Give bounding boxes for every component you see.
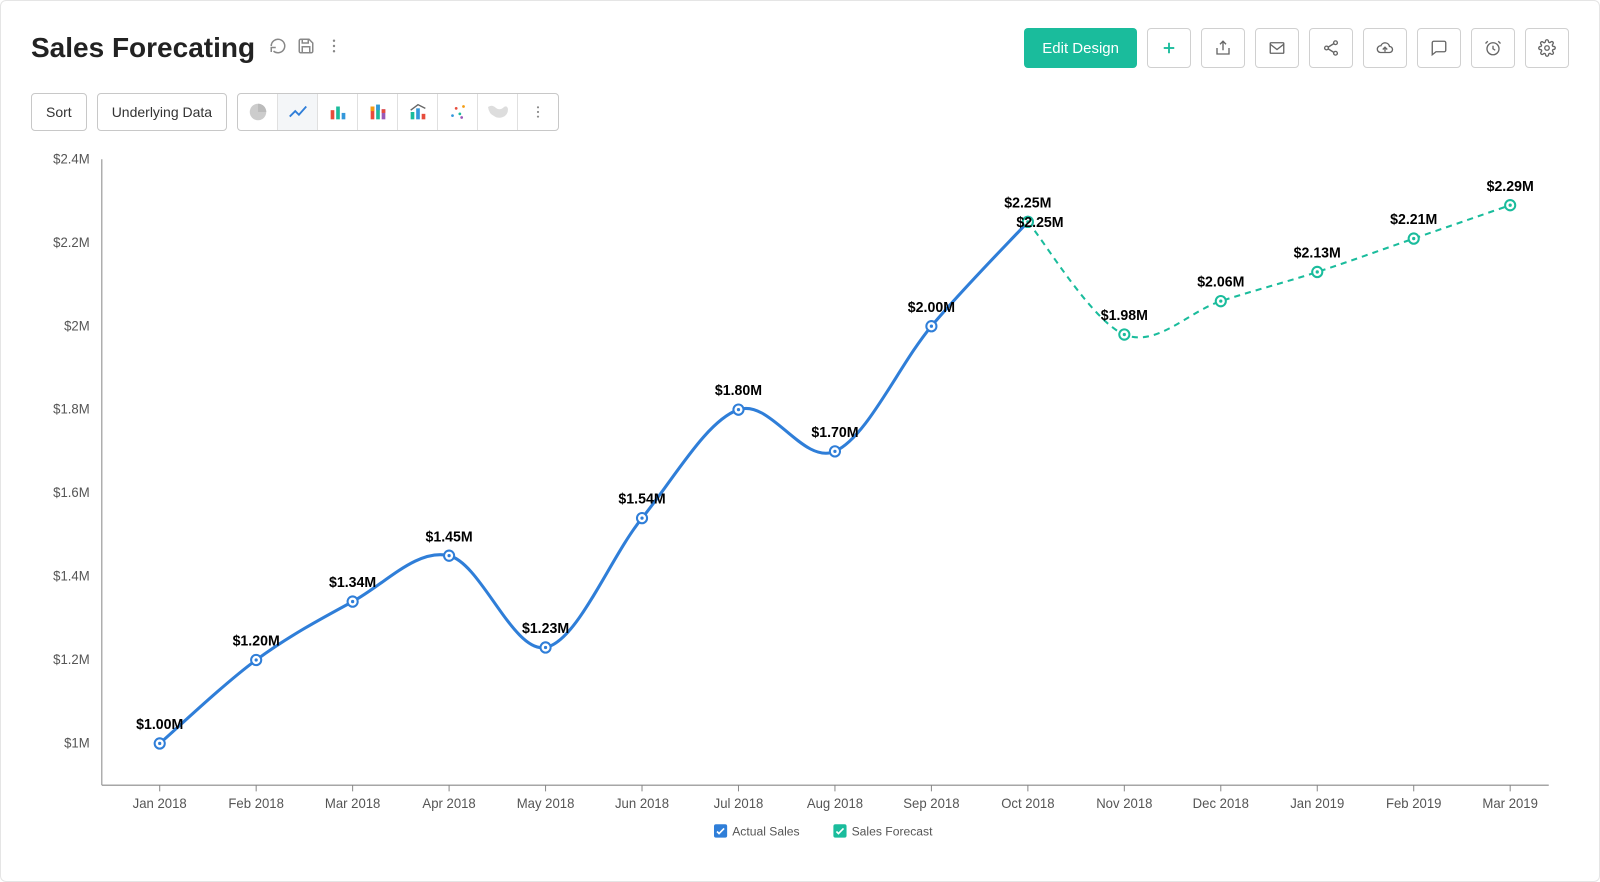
combo-chart-icon[interactable] bbox=[398, 94, 438, 130]
scatter-chart-icon[interactable] bbox=[438, 94, 478, 130]
add-button[interactable] bbox=[1147, 28, 1191, 68]
svg-text:$2M: $2M bbox=[64, 318, 90, 333]
svg-text:Sep 2018: Sep 2018 bbox=[903, 796, 959, 811]
svg-text:$1.34M: $1.34M bbox=[329, 575, 376, 591]
svg-text:Jun 2018: Jun 2018 bbox=[615, 796, 669, 811]
settings-icon[interactable] bbox=[1525, 28, 1569, 68]
refresh-icon[interactable] bbox=[269, 37, 287, 60]
export-icon[interactable] bbox=[1201, 28, 1245, 68]
svg-text:Actual Sales: Actual Sales bbox=[732, 825, 799, 839]
svg-text:$1.6M: $1.6M bbox=[53, 485, 90, 500]
svg-text:$2.2M: $2.2M bbox=[53, 235, 90, 250]
svg-text:$2.25M: $2.25M bbox=[1004, 195, 1051, 211]
svg-text:Aug 2018: Aug 2018 bbox=[807, 796, 863, 811]
svg-text:$2.06M: $2.06M bbox=[1197, 275, 1244, 291]
svg-text:$1.4M: $1.4M bbox=[53, 569, 90, 584]
svg-text:Nov 2018: Nov 2018 bbox=[1096, 796, 1152, 811]
svg-text:Mar 2019: Mar 2019 bbox=[1482, 796, 1538, 811]
map-chart-icon[interactable] bbox=[478, 94, 518, 130]
svg-text:Apr 2018: Apr 2018 bbox=[422, 796, 475, 811]
svg-text:$1.98M: $1.98M bbox=[1101, 308, 1148, 324]
svg-text:$1.54M: $1.54M bbox=[618, 492, 665, 508]
svg-text:Oct 2018: Oct 2018 bbox=[1001, 796, 1054, 811]
header-right: Edit Design bbox=[1024, 28, 1569, 68]
svg-text:Mar 2018: Mar 2018 bbox=[325, 796, 381, 811]
svg-text:$2.13M: $2.13M bbox=[1294, 245, 1341, 261]
pie-chart-icon[interactable] bbox=[238, 94, 278, 130]
page-header: Sales Forecating Edit Design bbox=[31, 19, 1569, 77]
svg-text:$1.20M: $1.20M bbox=[233, 633, 280, 649]
svg-text:$1.80M: $1.80M bbox=[715, 383, 762, 399]
app-container: Sales Forecating Edit Design bbox=[0, 0, 1600, 882]
svg-text:$2.4M: $2.4M bbox=[53, 151, 90, 166]
svg-text:Sales Forecast: Sales Forecast bbox=[852, 825, 933, 839]
more-chart-types-icon[interactable] bbox=[518, 94, 558, 130]
line-chart-icon[interactable] bbox=[278, 94, 318, 130]
cloud-icon[interactable] bbox=[1363, 28, 1407, 68]
svg-text:$1M: $1M bbox=[64, 735, 90, 750]
sort-button[interactable]: Sort bbox=[31, 93, 87, 131]
svg-text:$1.45M: $1.45M bbox=[426, 529, 473, 545]
chart-type-selector bbox=[237, 93, 559, 131]
svg-text:$2.25M: $2.25M bbox=[1016, 215, 1063, 231]
svg-text:$2.21M: $2.21M bbox=[1390, 212, 1437, 228]
page-title: Sales Forecating bbox=[31, 32, 255, 64]
sales-forecast-chart: $1M $1.2M $1.4M $1.6M $1.8M $2M $2.2M $2.4M Jan … bbox=[31, 149, 1569, 849]
svg-text:Feb 2018: Feb 2018 bbox=[228, 796, 284, 811]
svg-text:$2.29M: $2.29M bbox=[1487, 179, 1534, 195]
svg-text:Jan 2018: Jan 2018 bbox=[133, 796, 187, 811]
stacked-bar-icon[interactable] bbox=[358, 94, 398, 130]
svg-text:Dec 2018: Dec 2018 bbox=[1193, 796, 1249, 811]
svg-text:$2.00M: $2.00M bbox=[908, 300, 955, 316]
chart-area: $1M $1.2M $1.4M $1.6M $1.8M $2M $2.2M $2.4M Jan … bbox=[31, 149, 1569, 849]
svg-text:$1.23M: $1.23M bbox=[522, 621, 569, 637]
svg-text:Jan 2019: Jan 2019 bbox=[1290, 796, 1344, 811]
bar-chart-icon[interactable] bbox=[318, 94, 358, 130]
underlying-data-button[interactable]: Underlying Data bbox=[97, 93, 227, 131]
edit-design-button[interactable]: Edit Design bbox=[1024, 28, 1137, 68]
svg-text:$1.2M: $1.2M bbox=[53, 652, 90, 667]
svg-text:$1.8M: $1.8M bbox=[53, 402, 90, 417]
comment-icon[interactable] bbox=[1417, 28, 1461, 68]
save-icon[interactable] bbox=[297, 37, 315, 60]
svg-text:$1.70M: $1.70M bbox=[811, 425, 858, 441]
svg-text:$1.00M: $1.00M bbox=[136, 717, 183, 733]
more-vertical-icon[interactable] bbox=[325, 37, 343, 60]
header-title-icons bbox=[269, 37, 343, 60]
mail-icon[interactable] bbox=[1255, 28, 1299, 68]
svg-text:Jul 2018: Jul 2018 bbox=[714, 796, 764, 811]
share-icon[interactable] bbox=[1309, 28, 1353, 68]
header-left: Sales Forecating bbox=[31, 32, 343, 64]
alarm-icon[interactable] bbox=[1471, 28, 1515, 68]
chart-toolbar: Sort Underlying Data bbox=[31, 91, 1569, 133]
svg-text:May 2018: May 2018 bbox=[517, 796, 575, 811]
svg-text:Feb 2019: Feb 2019 bbox=[1386, 796, 1442, 811]
